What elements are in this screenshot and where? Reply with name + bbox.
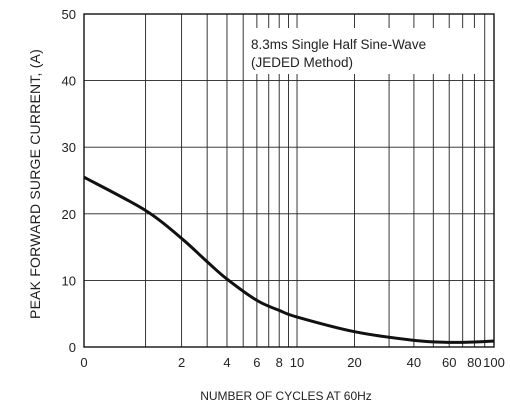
annotation-line-2: (JEDED Method) [251,55,353,70]
x-tick-label: 4 [223,355,230,370]
y-tick-label: 20 [62,207,76,222]
x-tick-label: 80 [467,355,481,370]
y-tick-label: 30 [62,140,76,155]
series-line [83,175,495,344]
x-tick-label: 0 [80,355,87,370]
y-tick-label: 40 [62,74,76,89]
x-tick-label: 10 [290,355,304,370]
y-tick-label: 10 [62,273,76,288]
x-tick-label: 40 [407,355,421,370]
x-tick-label: 8 [276,355,283,370]
x-tick-label: 20 [347,355,361,370]
x-tick-label: 60 [442,355,456,370]
plot-frame [83,13,495,348]
x-tick-label: 100 [483,355,505,370]
x-axis-label: NUMBER OF CYCLES AT 60Hz [200,389,372,403]
y-tick-label: 0 [69,340,76,355]
x-tick-label: 2 [178,355,185,370]
annotation-background [244,28,476,74]
x-tick-label: 6 [253,355,260,370]
x-tick-labels: 0 2 4 6 8 10 20 40 60 80 100 [80,355,504,370]
y-tick-labels: 0 10 20 30 40 50 [62,7,76,355]
y-tick-label: 50 [62,7,76,22]
annotation-line-1: 8.3ms Single Half Sine-Wave [251,37,426,52]
y-axis-label: PEAK FORWARD SURGE CURRENT, (A) [27,49,43,319]
